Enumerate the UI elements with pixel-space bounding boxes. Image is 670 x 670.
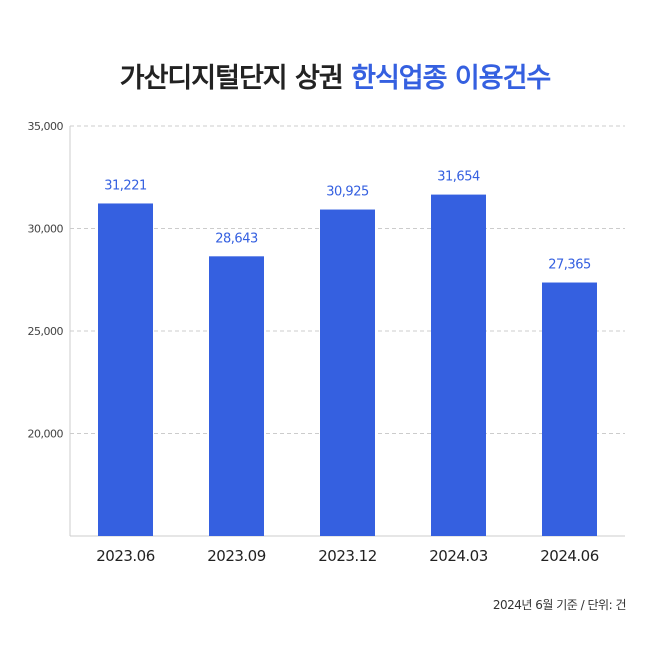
data-label: 27,365 xyxy=(548,258,591,273)
bar xyxy=(209,256,264,536)
bar xyxy=(320,209,375,536)
chart-title: 가산디지털단지 상권 한식업종 이용건수 xyxy=(0,56,670,95)
y-tick-label: 25,000 xyxy=(28,325,64,338)
data-label: 30,925 xyxy=(326,185,369,200)
x-tick-label: 2024.06 xyxy=(540,547,599,565)
bar xyxy=(98,203,153,537)
data-label: 31,221 xyxy=(104,178,147,193)
chart-title-main: 가산디지털단지 상권 xyxy=(119,63,344,94)
x-tick-label: 2023.09 xyxy=(207,547,266,565)
x-tick-label: 2024.03 xyxy=(429,547,488,565)
footnote: 2024년 6월 기준 / 단위: 건 xyxy=(492,598,627,612)
data-label: 31,654 xyxy=(437,170,480,185)
y-tick-label: 20,000 xyxy=(28,428,64,441)
bar xyxy=(431,194,486,536)
x-tick-label: 2023.12 xyxy=(318,547,377,565)
bar xyxy=(542,282,597,536)
x-tick-label: 2023.06 xyxy=(96,547,155,565)
data-label: 28,643 xyxy=(215,231,258,246)
chart-title-accent: 한식업종 이용건수 xyxy=(351,63,551,94)
y-tick-label: 30,000 xyxy=(28,223,64,236)
y-tick-label: 35,000 xyxy=(28,120,64,133)
